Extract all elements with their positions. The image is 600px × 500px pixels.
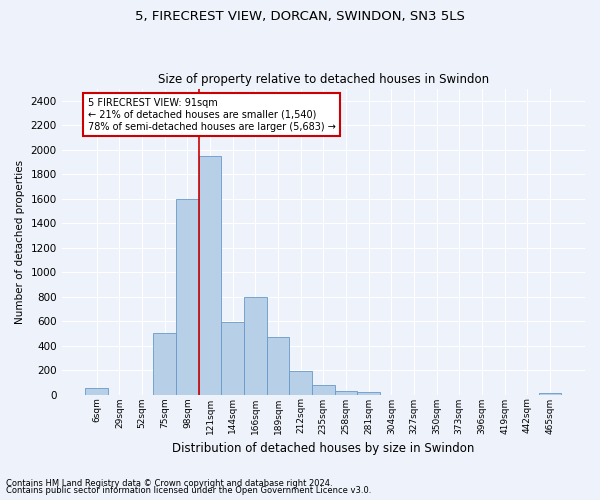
Text: 5 FIRECREST VIEW: 91sqm
← 21% of detached houses are smaller (1,540)
78% of semi: 5 FIRECREST VIEW: 91sqm ← 21% of detache…: [88, 98, 335, 132]
Text: Contains HM Land Registry data © Crown copyright and database right 2024.: Contains HM Land Registry data © Crown c…: [6, 478, 332, 488]
Text: 5, FIRECREST VIEW, DORCAN, SWINDON, SN3 5LS: 5, FIRECREST VIEW, DORCAN, SWINDON, SN3 …: [135, 10, 465, 23]
Bar: [539, 392, 561, 394]
Bar: [289, 370, 312, 394]
Bar: [85, 388, 108, 394]
Bar: [221, 322, 244, 394]
Bar: [244, 296, 266, 394]
Bar: [358, 392, 380, 394]
Y-axis label: Number of detached properties: Number of detached properties: [15, 160, 25, 324]
Bar: [199, 156, 221, 394]
Bar: [335, 391, 358, 394]
Title: Size of property relative to detached houses in Swindon: Size of property relative to detached ho…: [158, 73, 489, 86]
Bar: [266, 337, 289, 394]
Bar: [312, 384, 335, 394]
Bar: [154, 334, 176, 394]
Text: Contains public sector information licensed under the Open Government Licence v3: Contains public sector information licen…: [6, 486, 371, 495]
Bar: [176, 198, 199, 394]
X-axis label: Distribution of detached houses by size in Swindon: Distribution of detached houses by size …: [172, 442, 475, 455]
